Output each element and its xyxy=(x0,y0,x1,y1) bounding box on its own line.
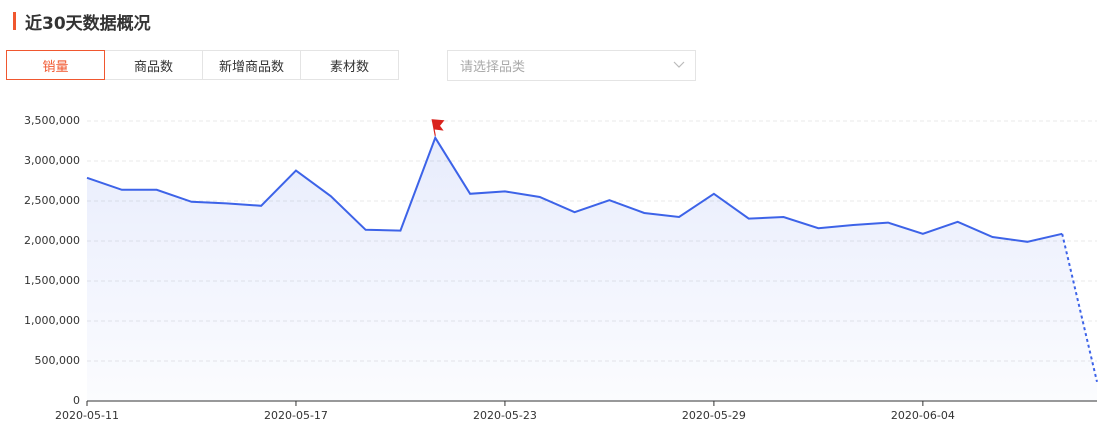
x-tick-label: 2020-06-04 xyxy=(891,409,955,422)
y-tick-label: 0 xyxy=(73,394,80,407)
tab[interactable]: 商品数 xyxy=(104,50,203,80)
area xyxy=(87,137,1097,402)
y-tick-label: 500,000 xyxy=(35,354,81,367)
peak-flag xyxy=(431,119,445,136)
x-tick-label: 2020-05-11 xyxy=(55,409,119,422)
select-placeholder: 请选择品类 xyxy=(460,60,526,75)
x-tick-label: 2020-05-29 xyxy=(682,409,746,422)
category-select[interactable]: 请选择品类 xyxy=(447,50,696,81)
x-tick-label: 2020-05-17 xyxy=(264,409,328,422)
section-title: 近30天数据概况 xyxy=(25,14,151,34)
y-tick-label: 3,500,000 xyxy=(24,114,80,127)
y-tick-label: 1,500,000 xyxy=(24,274,80,287)
tab[interactable]: 素材数 xyxy=(300,50,399,80)
y-tick-label: 3,000,000 xyxy=(24,154,80,167)
line-projection xyxy=(1061,233,1098,383)
x-tick-label: 2020-05-23 xyxy=(473,409,537,422)
title-accent xyxy=(13,12,16,30)
y-tick-label: 2,500,000 xyxy=(24,194,80,207)
y-tick-label: 2,000,000 xyxy=(24,234,80,247)
y-tick-label: 1,000,000 xyxy=(24,314,80,327)
tab-group: 销量 商品数 新增商品数 素材数 xyxy=(6,50,399,80)
chevron-icon xyxy=(673,61,685,68)
line xyxy=(86,135,1063,243)
tab[interactable]: 销量 xyxy=(6,50,105,80)
